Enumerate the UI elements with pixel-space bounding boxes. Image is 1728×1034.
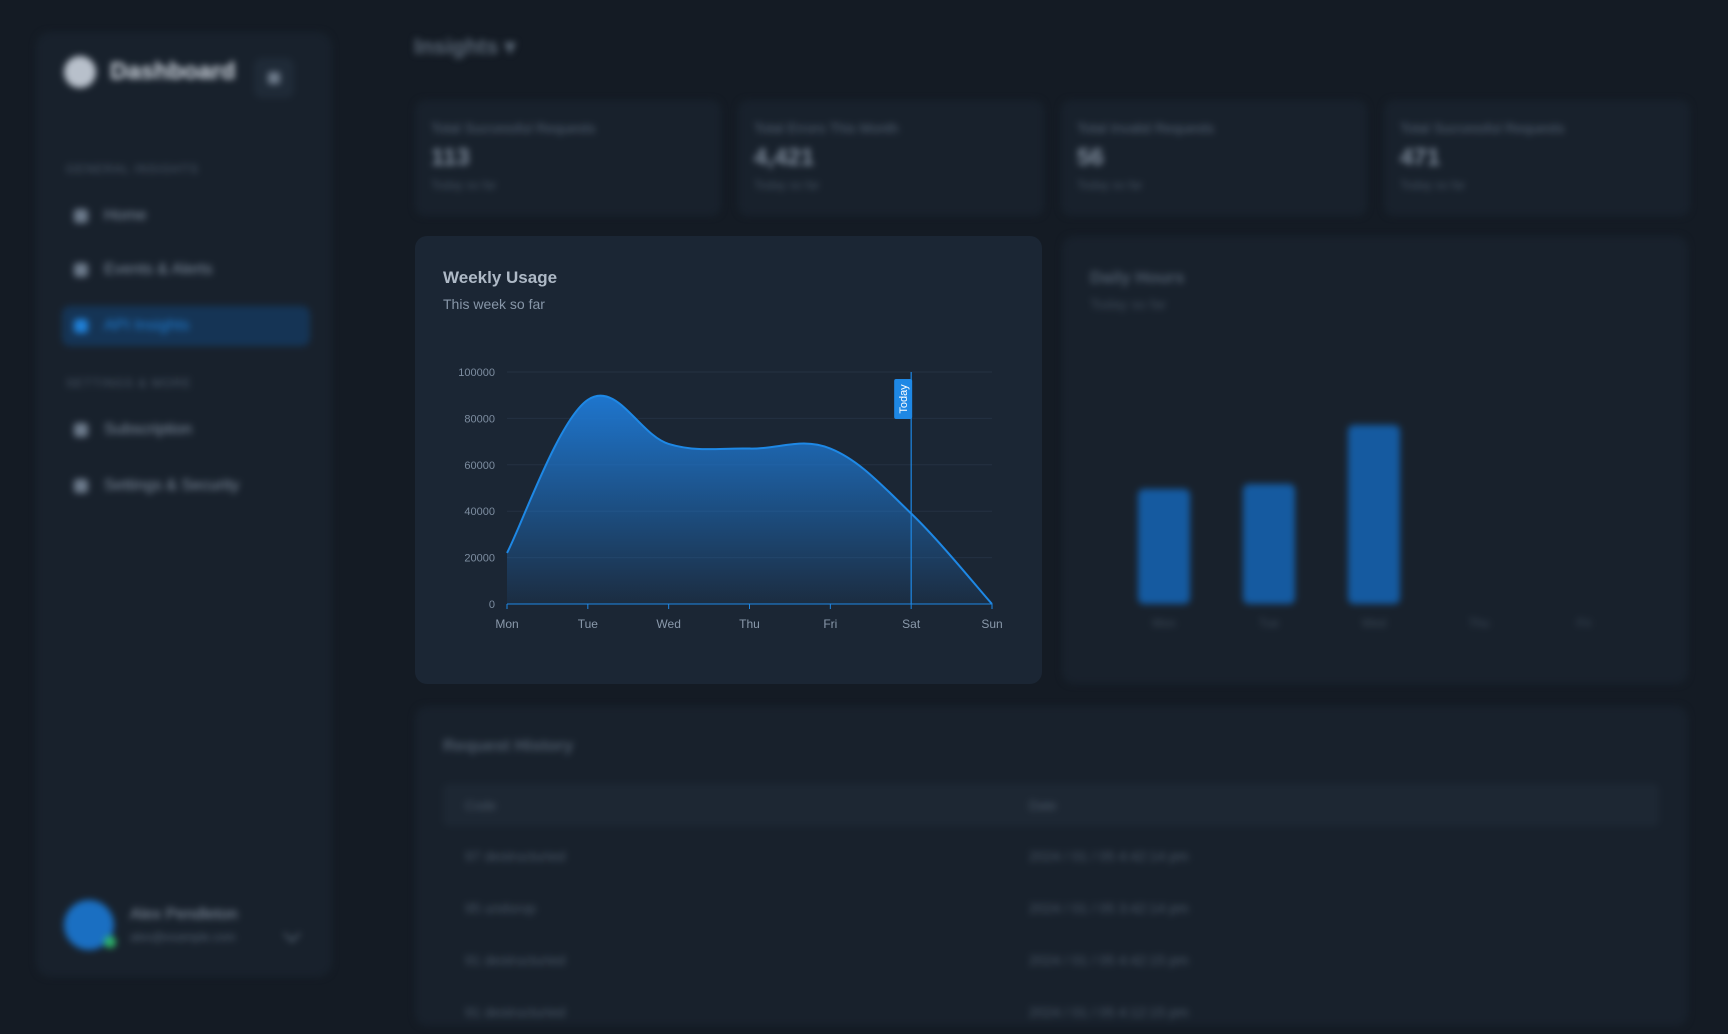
x-tick-label: Tue: [1239, 616, 1299, 630]
logo-icon: [64, 56, 96, 88]
stat-label: Total Invalid Requests: [1077, 120, 1214, 136]
collapse-sidebar-button[interactable]: [254, 58, 294, 98]
stat-card: Total Errors This Month 4,421 Today so f…: [738, 100, 1044, 216]
x-tick-label: Fri: [1554, 616, 1614, 630]
sidebar-item-subscription[interactable]: Subscription: [62, 410, 310, 450]
bar: [1243, 484, 1295, 604]
y-tick-label: 0: [489, 599, 495, 611]
sidebar-item-label: Events & Alerts: [104, 261, 213, 279]
x-tick-label: Tue: [578, 617, 599, 631]
code-cell: 91 destructuried: [465, 952, 565, 968]
online-status-dot: [104, 936, 116, 948]
date-cell: 2024 / 01 / 05 3:42:14 pm: [1029, 900, 1189, 916]
request-history-card: Request History Code Date 97 destructuri…: [415, 706, 1688, 1026]
code-cell: 91 destructuried: [465, 1004, 565, 1020]
card-icon: [74, 423, 88, 437]
y-tick-label: 40000: [464, 506, 495, 518]
y-tick-label: 60000: [464, 460, 495, 472]
gear-icon: [74, 479, 88, 493]
x-tick-label: Fri: [823, 617, 837, 631]
sidebar: Dashboard General Insights Home Events &…: [36, 32, 332, 977]
home-icon: [74, 209, 88, 223]
card-title: Daily Hours: [1090, 268, 1184, 288]
card-subtitle: Today so far: [1090, 296, 1166, 312]
sidebar-item-api-insights[interactable]: API Insights: [62, 306, 310, 346]
column-header: Code: [465, 798, 496, 813]
stat-value: 113: [431, 144, 470, 172]
user-profile[interactable]: Alex Pendleton alex@example.com: [64, 900, 238, 950]
table-row[interactable]: 97 destructuried 2024 / 01 / 05 4:42:14 …: [443, 838, 1659, 878]
section-label-general: General Insights: [66, 162, 199, 176]
collapse-icon: [268, 72, 280, 84]
y-tick-label: 20000: [464, 553, 495, 565]
bell-icon: [74, 263, 88, 277]
sidebar-item-label: Home: [104, 207, 147, 225]
stat-card: Total Invalid Requests 56 Today so far: [1061, 100, 1367, 216]
daily-hours-card: Daily Hours Today so far Mon Tue Wed Thu Fri: [1062, 236, 1688, 684]
date-cell: 2024 / 01 / 05 4:42:14 pm: [1029, 848, 1189, 864]
date-cell: 2024 / 01 / 05 4:12:15 pm: [1029, 1004, 1189, 1020]
stat-card: Total Successful Requests 471 Today so f…: [1384, 100, 1690, 216]
table-header: Code Date: [443, 784, 1659, 826]
stat-label: Total Successful Requests: [1400, 120, 1564, 136]
stat-sub: Today so far: [1077, 178, 1142, 192]
bar: [1138, 489, 1190, 604]
stat-sub: Today so far: [754, 178, 819, 192]
code-cell: 95 undorop: [465, 900, 536, 916]
x-tick-label: Thu: [739, 617, 760, 631]
bar: [1348, 425, 1400, 604]
stat-sub: Today so far: [1400, 178, 1465, 192]
weekly-usage-chart[interactable]: 0 20000 40000 60000 80000 100000 Mon Tue Wed Thu F…: [415, 236, 1042, 684]
section-label-settings: Settings & More: [66, 376, 192, 390]
x-tick-label: Mon: [1134, 616, 1194, 630]
table-row[interactable]: 91 destructuried 2024 / 01 / 05 4:12:15 …: [443, 994, 1659, 1034]
sidebar-item-settings[interactable]: Settings & Security: [62, 466, 310, 506]
avatar: [64, 900, 114, 950]
code-cell: 97 destructuried: [465, 848, 565, 864]
card-title: Request History: [443, 736, 573, 756]
sidebar-item-label: Settings & Security: [104, 477, 239, 495]
chevron-down-icon[interactable]: [284, 926, 301, 943]
y-tick-label: 100000: [458, 367, 495, 379]
date-cell: 2024 / 01 / 05 4:42:15 pm: [1029, 952, 1189, 968]
column-header: Date: [1029, 798, 1056, 813]
stat-label: Total Errors This Month: [754, 120, 898, 136]
x-tick-label: Wed: [656, 617, 680, 631]
page-title-text: Insights: [414, 34, 498, 59]
x-tick-label: Wed: [1344, 616, 1404, 630]
sidebar-item-home[interactable]: Home: [62, 196, 310, 236]
table-row[interactable]: 91 destructuried 2024 / 01 / 05 4:42:15 …: [443, 942, 1659, 982]
chart-icon: [74, 319, 88, 333]
stat-sub: Today so far: [431, 178, 496, 192]
user-email: alex@example.com: [130, 930, 238, 944]
user-name: Alex Pendleton: [130, 906, 238, 924]
sidebar-item-label: Subscription: [104, 421, 192, 439]
brand[interactable]: Dashboard: [64, 56, 235, 88]
stat-value: 4,421: [754, 144, 814, 172]
y-tick-label: 80000: [464, 413, 495, 425]
x-tick-label: Sun: [981, 617, 1002, 631]
x-tick-label: Sat: [902, 617, 921, 631]
x-tick-label: Thu: [1449, 616, 1509, 630]
stat-value: 56: [1077, 144, 1104, 172]
area-fill: [507, 396, 992, 604]
page-title: Insights ▾: [414, 34, 516, 60]
stat-label: Total Successful Requests: [431, 120, 595, 136]
stat-card: Total Successful Requests 113 Today so f…: [415, 100, 721, 216]
sidebar-item-label: API Insights: [104, 317, 189, 335]
table-row[interactable]: 95 undorop 2024 / 01 / 05 3:42:14 pm: [443, 890, 1659, 930]
stat-value: 471: [1400, 144, 1440, 172]
today-marker-label: Today: [898, 384, 910, 414]
brand-name: Dashboard: [110, 58, 235, 86]
sidebar-item-events[interactable]: Events & Alerts: [62, 250, 310, 290]
x-tick-label: Mon: [495, 617, 518, 631]
